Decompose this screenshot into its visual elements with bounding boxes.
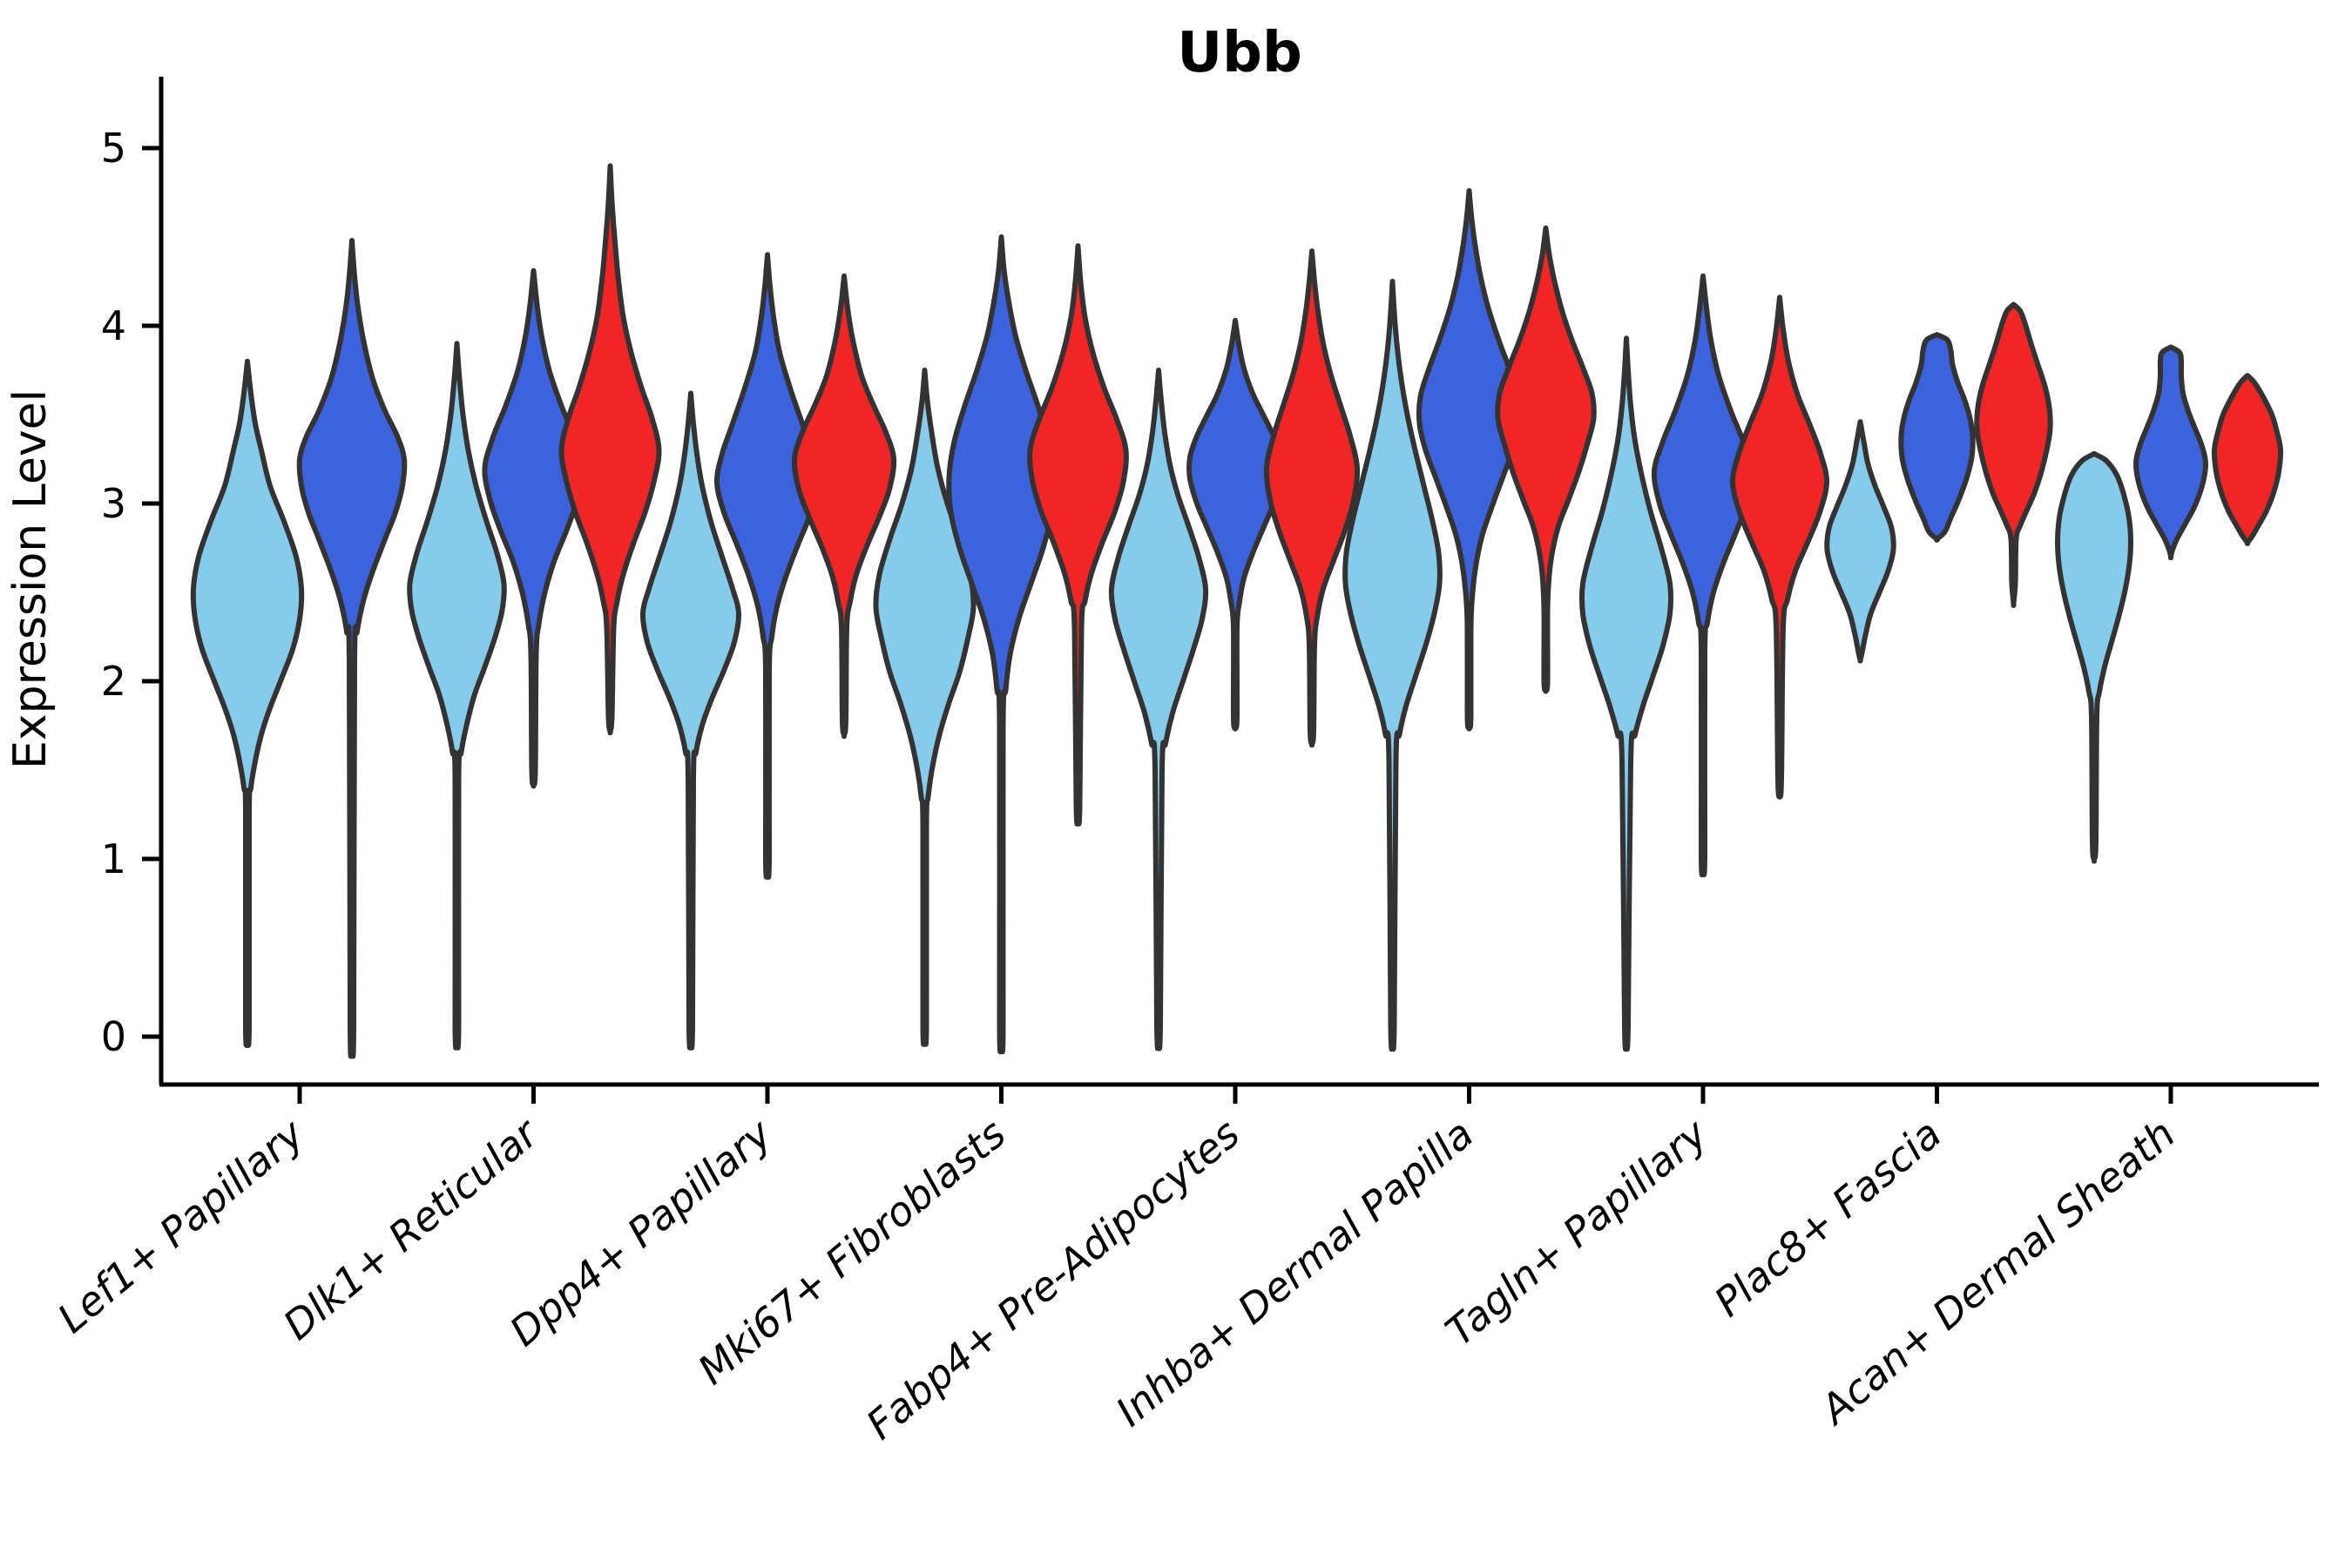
- x-tick-label-0: Lef1+ Papillary: [49, 1110, 314, 1342]
- violin-8-red: [2211, 373, 2284, 546]
- violin-1-light_blue: [407, 341, 507, 1051]
- y-tick-label-4: 4: [101, 302, 126, 349]
- y-tick-label-5: 5: [101, 125, 126, 172]
- axes: [142, 77, 2319, 1104]
- x-tick-label-7: Plac8+ Fascia: [1706, 1110, 1950, 1326]
- violin-2-dark_blue: [713, 252, 821, 880]
- violin-4-dark_blue: [1186, 317, 1284, 732]
- violin-6-red: [1729, 294, 1830, 800]
- violin-8-dark_blue: [2133, 344, 2208, 561]
- violin-4-red: [1263, 248, 1361, 748]
- violin-1-dark_blue: [482, 267, 585, 789]
- violin-7-red: [1974, 301, 2053, 609]
- violin-6-light_blue: [1578, 335, 1674, 1052]
- y-tick-label-1: 1: [101, 835, 126, 882]
- violin-5-light_blue: [1342, 279, 1443, 1052]
- violin-7-light_blue: [1824, 419, 1896, 664]
- violin-5-red: [1495, 225, 1597, 694]
- violin-7-dark_blue: [1898, 332, 1976, 543]
- violin-2-red: [791, 273, 897, 740]
- x-tick-label-4: Fabp4+ Pre-Adipocytes: [857, 1110, 1248, 1449]
- violin-1-red: [558, 163, 662, 736]
- violin-3-red: [1027, 243, 1129, 827]
- y-tick-label-0: 0: [101, 1013, 126, 1060]
- y-tick-label-2: 2: [101, 658, 126, 705]
- violin-5-dark_blue: [1416, 188, 1523, 732]
- violin-0-light_blue: [190, 358, 305, 1048]
- violin-4-light_blue: [1108, 368, 1209, 1051]
- violin-8-light_blue: [2055, 450, 2133, 864]
- y-axis-label: Expression Level: [4, 389, 57, 769]
- y-tick-label-3: 3: [101, 480, 126, 527]
- violins-layer: [190, 163, 2284, 1059]
- violin-2-light_blue: [639, 390, 742, 1051]
- violin-0-dark_blue: [296, 238, 408, 1059]
- chart-title: Ubb: [1177, 21, 1302, 85]
- y-tick-labels: 0 1 2 3 4 5: [101, 125, 126, 1060]
